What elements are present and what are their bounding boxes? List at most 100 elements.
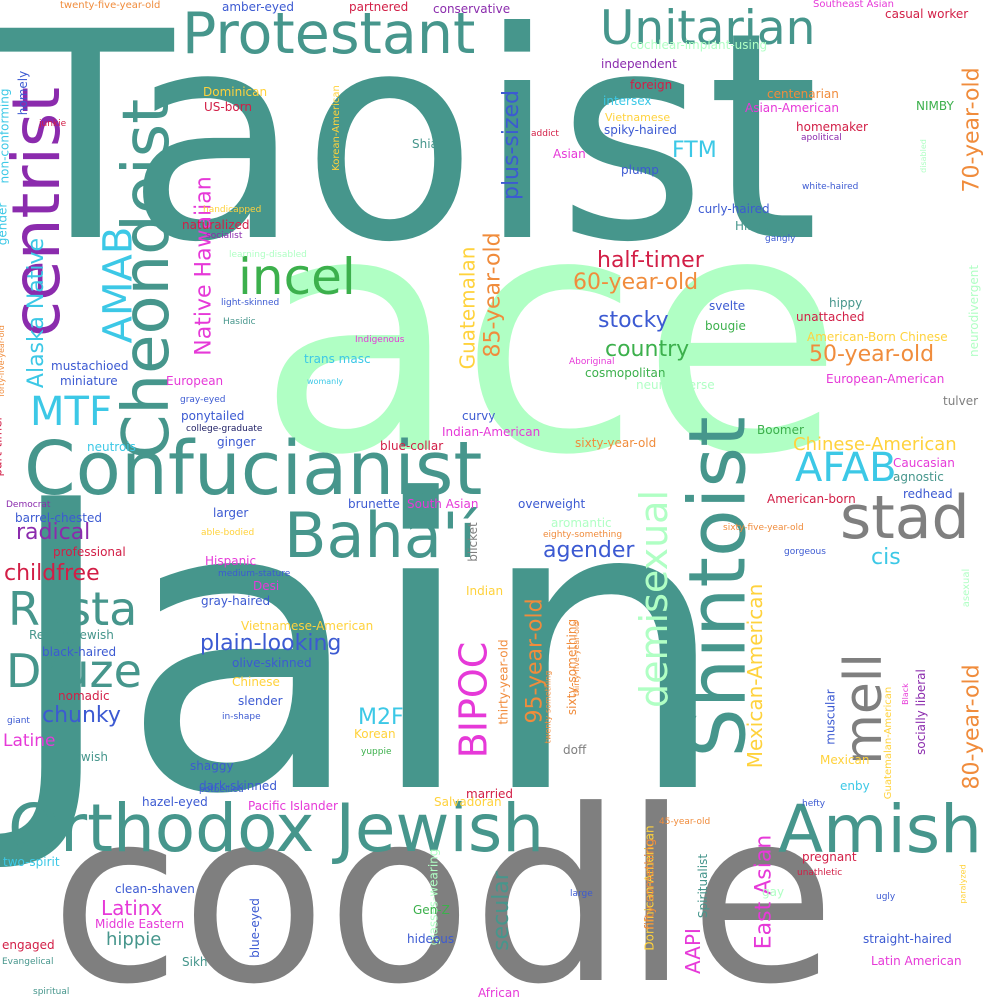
word-176: 45-year-old [659, 817, 711, 827]
word-69: homemaker [796, 120, 868, 134]
word-91: white-haired [802, 182, 859, 192]
word-51: Chinese-American [793, 434, 957, 455]
word-173: enby [840, 779, 870, 793]
word-188: ugly [876, 892, 896, 902]
word-136: gorgeous [784, 547, 826, 557]
word-21: incel [238, 248, 356, 306]
word-56: Southeast Asian [813, 0, 894, 10]
word-161: Salvadoran [434, 795, 502, 809]
word-39: country [605, 337, 690, 362]
word-14: Amish [778, 791, 982, 868]
word-13: stad [840, 483, 970, 553]
word-149: nomadic [58, 689, 110, 703]
word-171: Black [900, 683, 910, 705]
word-22: demisexual [632, 490, 676, 708]
word-27: 85-year-old [480, 232, 506, 358]
word-120: blue-collar [380, 439, 444, 453]
word-81: forty-five-year-old [0, 325, 6, 397]
word-42: radical [16, 520, 91, 545]
word-37: 50-year-old [809, 342, 935, 367]
word-169: Guatemalan-American [883, 686, 895, 800]
word-70: apolitical [801, 133, 842, 143]
word-93: neurodivergent [967, 264, 982, 358]
word-29: 80-year-old [959, 664, 985, 790]
word-180: two-spirit [3, 855, 60, 869]
word-88: curly-haired [698, 202, 770, 216]
word-84: handicapped [203, 205, 262, 215]
word-155: Jewish [70, 750, 108, 764]
word-166: thirty-five-year-old [572, 621, 582, 697]
word-47: cis [871, 545, 901, 570]
word-170: socially liberal [913, 669, 928, 755]
word-160: Pacific Islander [248, 799, 338, 813]
word-72: Shia [412, 137, 438, 151]
word-15: mell [833, 653, 894, 765]
word-92: disabled [918, 139, 928, 173]
word-50: AAPI [680, 928, 705, 974]
word-122: Caucasian [893, 456, 955, 470]
word-131: larger [213, 506, 249, 520]
word-192: hideous [407, 932, 455, 946]
word-58: twenty-five-year-old [60, 0, 161, 11]
word-112: gray-eyed [180, 395, 226, 405]
word-139: medium-stature [218, 569, 291, 579]
word-36: 60-year-old [573, 270, 699, 295]
word-16: Rasta [8, 582, 138, 636]
word-107: cosmopolitan [585, 366, 666, 380]
word-110: European-American [826, 372, 945, 386]
word-96: svelte [709, 299, 746, 313]
word-159: hazel-eyed [142, 795, 208, 809]
word-111: tulver [943, 394, 979, 408]
word-82: part-timer [0, 415, 5, 477]
word-135: sixty-five-year-old [723, 523, 804, 533]
word-7: Protestant [182, 1, 476, 67]
word-184: fifty-something [642, 838, 657, 930]
word-191: Gen-Z [413, 903, 450, 917]
word-35: half-timer [597, 248, 704, 273]
word-48: Latinx [101, 896, 163, 920]
word-77: junkie [39, 119, 67, 129]
word-43: chunky [42, 703, 121, 728]
word-198: spiritual [33, 987, 70, 997]
word-4: coodle [50, 760, 836, 1000]
word-25: Native Hawaiian [191, 176, 217, 356]
word-52: Latine [3, 731, 56, 751]
word-8: Unitarian [600, 1, 816, 56]
word-195: Sikh [182, 955, 208, 969]
word-59: cochlear-implant-using [630, 38, 768, 52]
word-102: womanly [307, 377, 344, 386]
word-76: homely [16, 70, 31, 116]
word-113: ponytailed [181, 409, 245, 423]
word-187: large [570, 889, 593, 899]
word-194: engaged [2, 938, 55, 952]
word-162: married [466, 787, 514, 801]
word-147: Indian [466, 584, 504, 598]
word-156: shaggy [190, 759, 234, 773]
word-67: Asian-American [745, 101, 839, 115]
word-106: Aboriginal [569, 357, 615, 367]
word-193: straight-haired [863, 932, 952, 946]
word-127: overweight [518, 497, 586, 511]
word-152: in-shape [222, 712, 261, 722]
word-86: naturalized [182, 218, 250, 232]
word-75: plump [621, 163, 659, 177]
word-140: Desi [253, 579, 280, 593]
word-46: M2F [358, 705, 404, 730]
word-101: trans masc [304, 352, 371, 366]
word-133: aromantic [551, 516, 612, 530]
word-108: neurodiverse [636, 378, 715, 392]
word-24: Alaska Native [24, 237, 50, 389]
word-105: European [166, 374, 224, 388]
word-118: neutrois [87, 440, 136, 454]
word-2: ace [257, 143, 844, 527]
word-71: spiky-haired [604, 123, 677, 137]
word-182: glasses-wearing [426, 848, 441, 946]
word-154: yuppie [361, 747, 392, 757]
word-146: Chinese [232, 675, 280, 689]
word-126: South Asian [407, 497, 479, 511]
word-119: ginger [217, 435, 256, 449]
word-60: independent [601, 57, 677, 71]
word-87: learning-disabled [229, 250, 307, 260]
word-178: unathletic [797, 868, 843, 878]
word-185: Spiritualist [696, 853, 711, 919]
